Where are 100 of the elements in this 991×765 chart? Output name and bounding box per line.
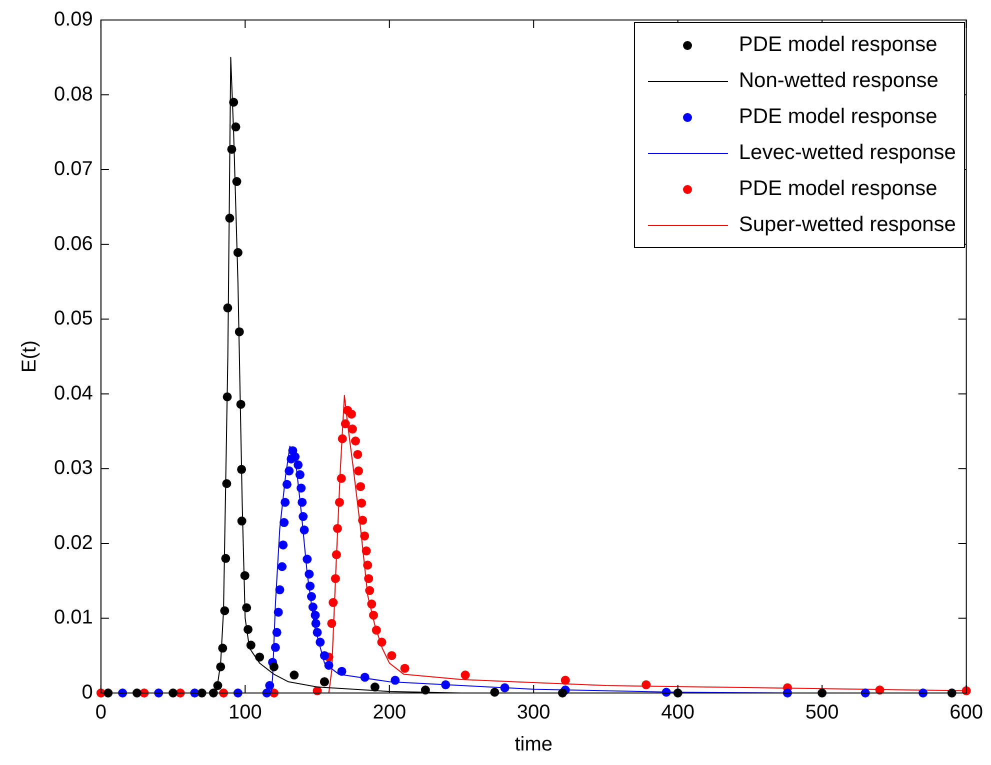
point [360, 672, 370, 682]
y-tick-label: 0.04 [54, 382, 93, 404]
point [441, 680, 450, 690]
point [302, 554, 312, 564]
point [354, 466, 364, 476]
x-tick-label: 400 [661, 702, 695, 724]
point [336, 474, 346, 483]
point [284, 466, 294, 476]
point [274, 608, 283, 617]
point [295, 470, 304, 480]
point [358, 516, 368, 525]
point [362, 546, 371, 556]
point [350, 436, 360, 446]
point [369, 610, 378, 620]
point [221, 554, 230, 563]
point [294, 460, 303, 470]
point [223, 303, 232, 312]
point [298, 512, 308, 522]
point [330, 574, 340, 584]
x-tick-label: 100 [228, 702, 262, 724]
point [363, 560, 372, 570]
point [320, 651, 329, 660]
point [387, 651, 396, 660]
point [278, 562, 287, 572]
point [300, 525, 309, 534]
point [220, 606, 230, 616]
legend-label: Levec-wetted response [738, 141, 956, 165]
point [237, 516, 246, 526]
x-axis-title: time [514, 734, 553, 756]
y-tick-label: 0.02 [54, 532, 93, 554]
point [278, 540, 288, 550]
point [324, 660, 334, 670]
y-tick-label: 0.07 [54, 158, 93, 180]
point [365, 586, 374, 596]
point [270, 642, 280, 652]
point [332, 550, 341, 560]
point [272, 628, 282, 637]
point [298, 498, 307, 507]
point [218, 644, 228, 653]
legend-label: PDE model response [738, 33, 938, 57]
point [311, 618, 320, 628]
legend-label: PDE model response [738, 177, 938, 201]
point [560, 676, 570, 685]
y-tick-label: 0 [82, 682, 93, 704]
point [348, 424, 357, 434]
point [270, 662, 279, 672]
point [233, 248, 242, 258]
point [340, 419, 350, 428]
point [290, 670, 299, 680]
point [390, 676, 400, 685]
x-tick-label: 500 [805, 702, 839, 724]
x-tick-label: 200 [372, 702, 406, 724]
point [328, 598, 338, 608]
point [367, 600, 376, 609]
point [236, 400, 246, 409]
point [225, 214, 234, 223]
y-tick-label: 0.03 [54, 457, 93, 480]
point [265, 681, 274, 690]
point [213, 681, 222, 690]
y-tick-label: 0.06 [54, 232, 93, 255]
point [222, 392, 232, 402]
y-tick-label: 0.09 [54, 8, 93, 31]
point [280, 498, 290, 507]
point [460, 670, 470, 680]
point [310, 610, 320, 620]
point [346, 410, 356, 419]
legend-label: Super-wetted response [738, 213, 956, 237]
point [222, 479, 232, 488]
point [232, 177, 242, 186]
point [234, 327, 244, 336]
y-axis-title: E(t) [18, 340, 41, 373]
point [308, 602, 318, 612]
point [356, 482, 366, 492]
point [306, 582, 315, 591]
point [244, 624, 253, 634]
point [282, 480, 292, 489]
point [334, 498, 344, 507]
point [360, 531, 370, 540]
legend-label: PDE model response [738, 105, 938, 129]
point [275, 585, 284, 594]
point [332, 524, 342, 533]
point [307, 592, 316, 602]
point [353, 450, 362, 459]
point [304, 570, 314, 579]
point [316, 638, 325, 647]
point [296, 484, 306, 493]
point [377, 638, 386, 647]
x-tick-label: 600 [950, 702, 984, 724]
point [370, 682, 380, 692]
point [327, 618, 336, 628]
point [246, 640, 256, 650]
point [357, 498, 366, 508]
point [231, 122, 240, 132]
point [255, 652, 264, 662]
point [642, 680, 651, 690]
y-tick-label: 0.08 [54, 83, 93, 106]
point [242, 603, 252, 612]
point [372, 626, 381, 635]
point [400, 664, 410, 673]
y-tick-label: 0.01 [54, 606, 93, 629]
